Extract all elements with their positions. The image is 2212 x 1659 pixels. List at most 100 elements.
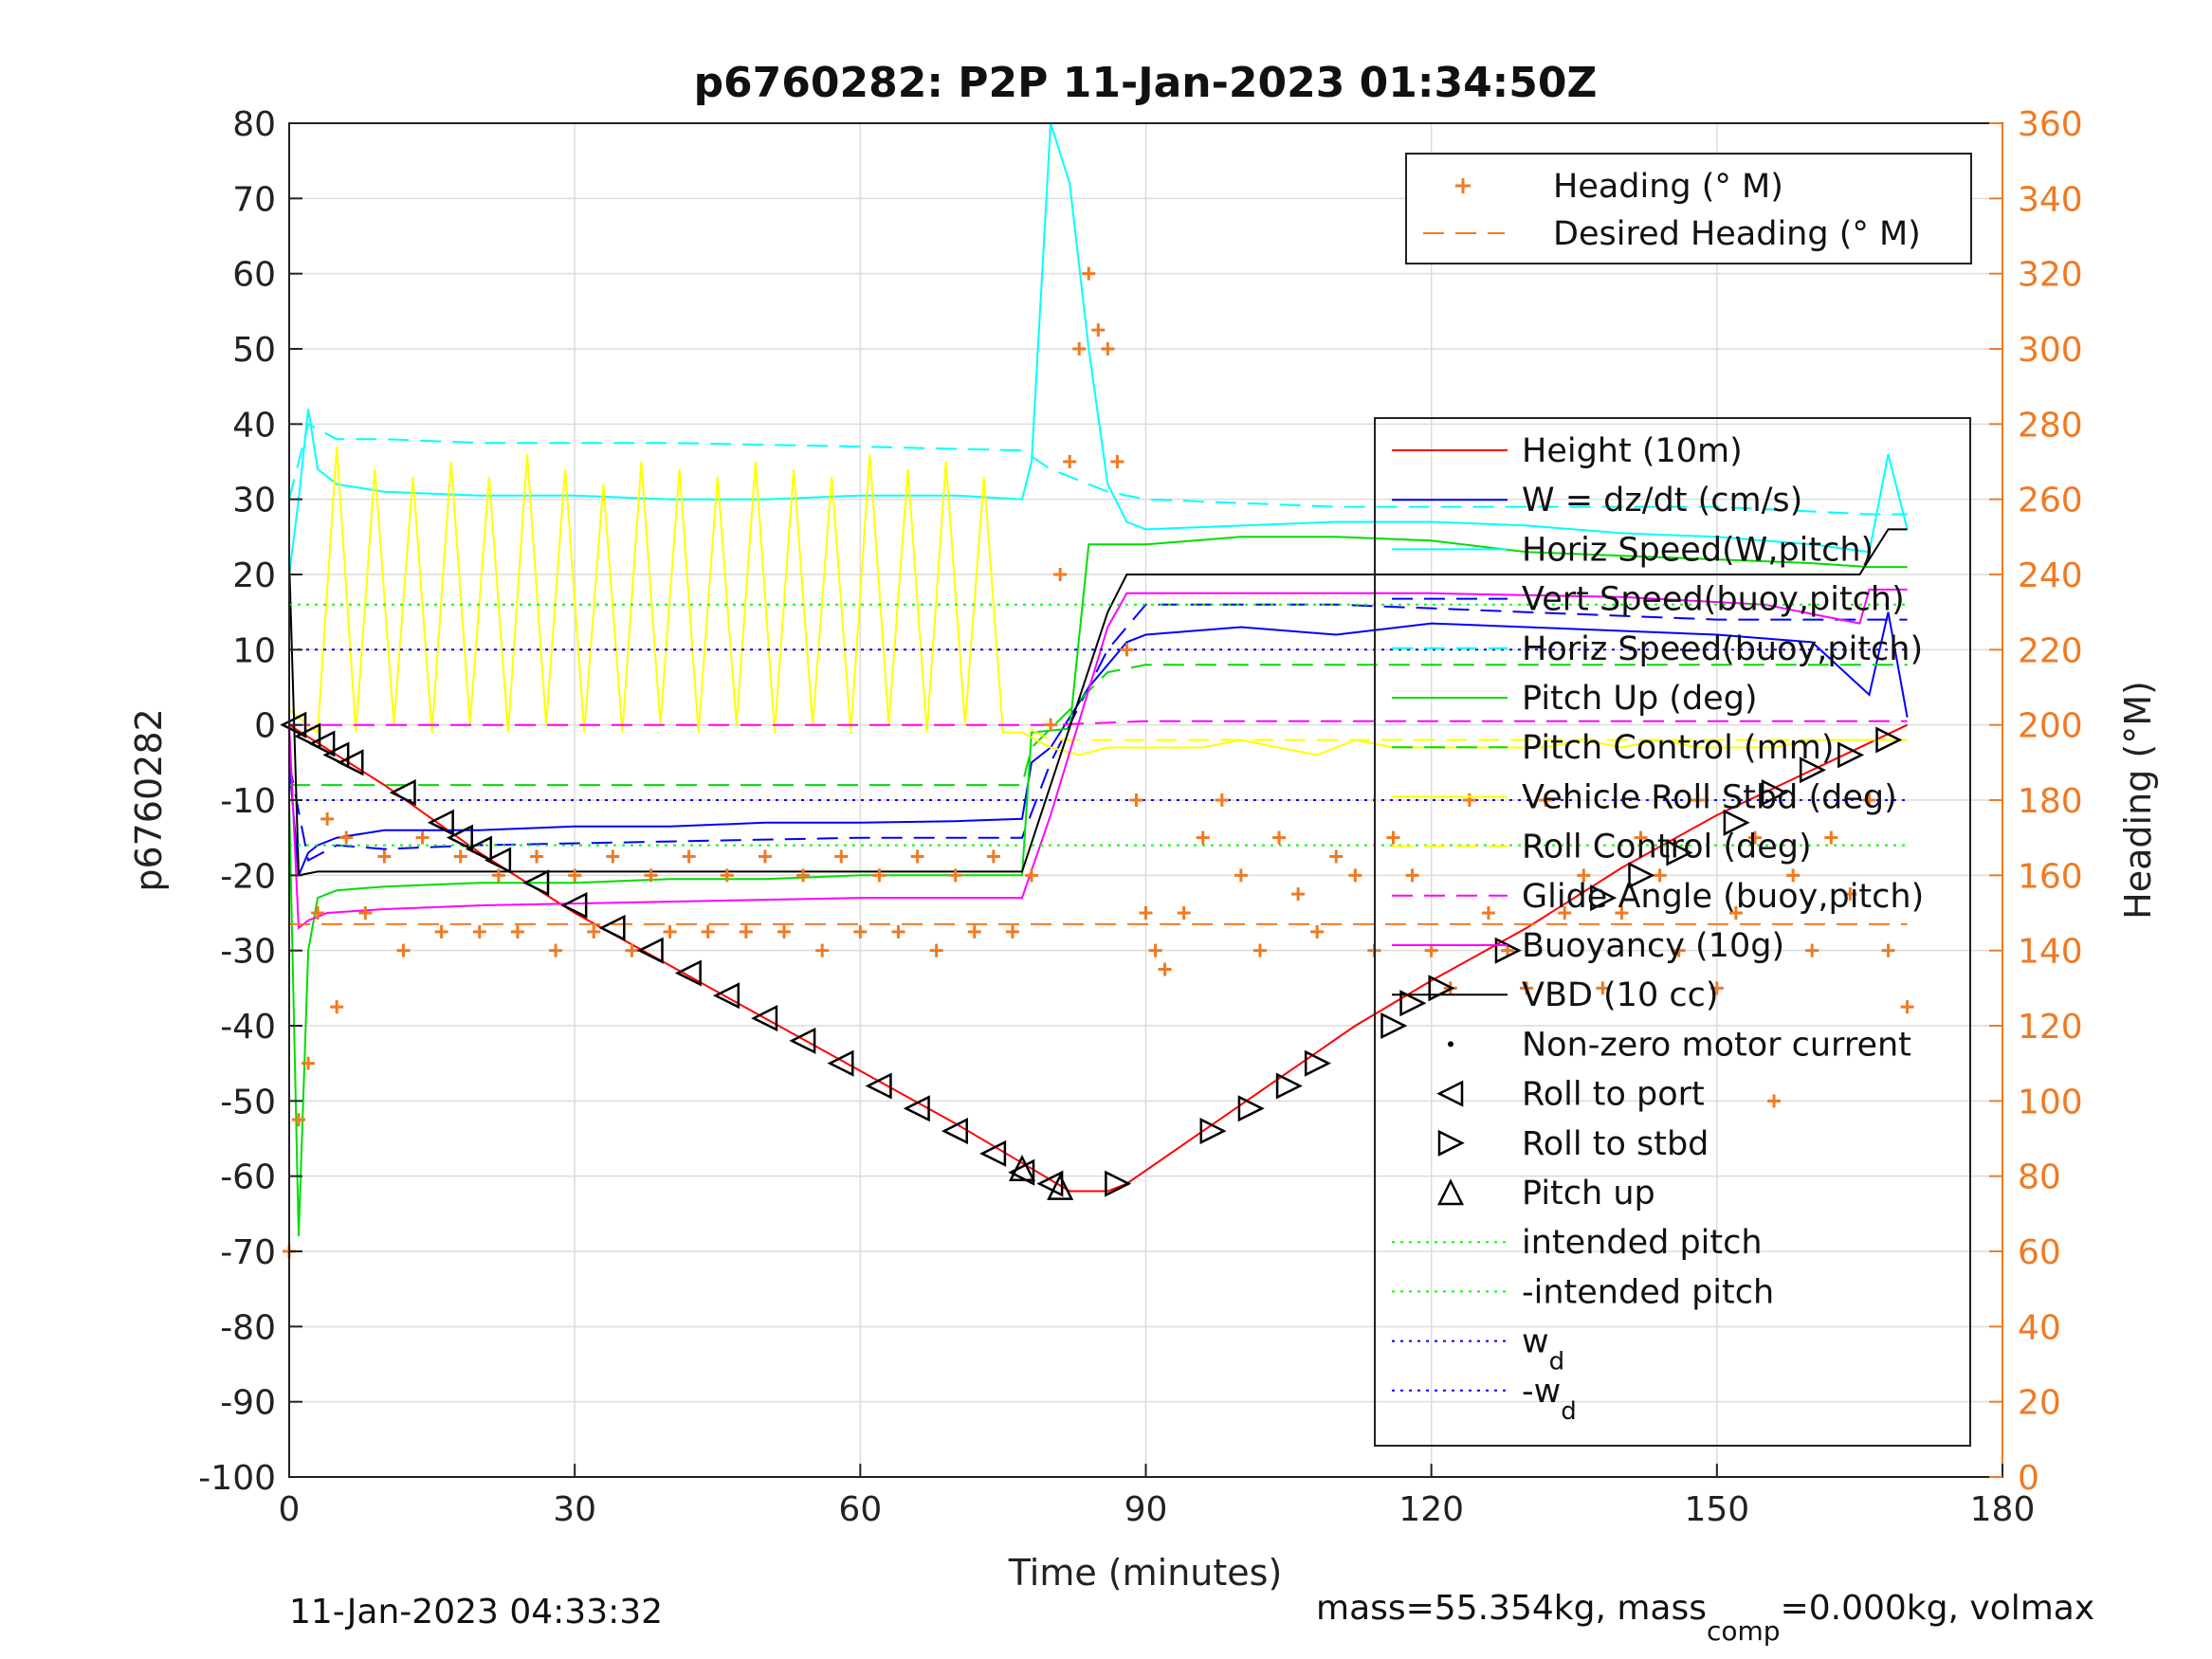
heading-point xyxy=(948,868,962,883)
heading-point xyxy=(1747,830,1762,845)
roll-port-marker xyxy=(446,824,473,851)
legend-main: Height (10m) W = dz/dt (cm/s) Horiz Speed(… xyxy=(1374,417,1971,1447)
footer-timestamp: 11-Jan-2023 04:33:32 xyxy=(289,1593,663,1632)
heading-point xyxy=(549,943,563,957)
heading-point xyxy=(739,924,753,939)
heading-point xyxy=(625,943,639,957)
roll-port-marker xyxy=(903,1095,930,1122)
roll-port-marker xyxy=(427,809,454,836)
x-tick-label: 180 xyxy=(1970,1490,2036,1529)
heading-point xyxy=(453,849,467,864)
roll-port-marker xyxy=(1008,1158,1035,1186)
roll-port-marker xyxy=(827,1049,854,1077)
roll-port-marker xyxy=(941,1118,968,1145)
axes: 0 30 60 90 120 150 18080706050403020100-10-20-… xyxy=(198,105,2082,1529)
heading-point xyxy=(1005,924,1019,939)
y-tick-label-right: 240 xyxy=(2018,556,2083,595)
chart-title: p6760282: P2P 11-Jan-2023 01:34:50Z xyxy=(694,59,1598,107)
heading-point xyxy=(1291,887,1306,902)
heading-point xyxy=(1405,868,1419,883)
roll-stbd-marker xyxy=(1237,1095,1265,1122)
heading-point xyxy=(1558,906,1572,920)
heading-point xyxy=(986,849,1000,864)
roll-stbd-marker xyxy=(1199,1118,1227,1145)
heading-point xyxy=(910,849,924,864)
heading-point xyxy=(758,849,772,864)
legend-label: -wd xyxy=(1522,1373,1577,1426)
legend-heading-label: Heading (° M) xyxy=(1553,168,1783,206)
heading-point xyxy=(339,830,354,845)
series-horiz-speed-buoy-pitch xyxy=(288,422,1908,516)
heading-point xyxy=(682,849,696,864)
legend-main-box xyxy=(1374,417,1971,1447)
heading-point xyxy=(1596,981,1610,995)
series-vbd-10-cc xyxy=(288,528,1908,877)
heading-point xyxy=(834,849,849,864)
heading-point xyxy=(1862,793,1876,807)
y-tick-label: 80 xyxy=(232,105,276,144)
y-tick-label-right: 300 xyxy=(2018,331,2083,370)
legend-label: wd xyxy=(1522,1323,1564,1376)
roll-port-marker xyxy=(560,892,588,920)
legend-label: Horiz Speed(buoy,pitch) xyxy=(1522,630,1923,668)
heading-point xyxy=(1101,342,1115,356)
heading-point xyxy=(644,868,658,883)
legend-label: Roll Control (deg) xyxy=(1522,829,1812,866)
y-tick-label: -10 xyxy=(220,782,276,821)
y-tick-label-right: 20 xyxy=(2018,1384,2061,1423)
legend-label-sub: d xyxy=(1549,1348,1565,1376)
heading-point xyxy=(415,830,430,845)
x-tick-label: 0 xyxy=(279,1490,301,1529)
heading-point xyxy=(1072,342,1087,356)
roll-stbd-marker xyxy=(1105,1170,1132,1197)
y-tick-label-right: 360 xyxy=(2018,105,2083,144)
y-tick-label-right: 320 xyxy=(2018,256,2083,295)
heading-point xyxy=(701,924,715,939)
heading-point xyxy=(663,924,677,939)
heading-point xyxy=(320,811,335,826)
y-tick-label-right: 340 xyxy=(2018,180,2083,219)
heading-point xyxy=(1520,981,1534,995)
heading-point xyxy=(1091,323,1106,337)
heading-point xyxy=(1843,887,1857,902)
heading-point xyxy=(1881,943,1895,957)
legend-label: VBD (10 cc) xyxy=(1522,976,1719,1014)
roll-stbd-marker xyxy=(1799,757,1827,784)
heading-point xyxy=(872,868,887,883)
footer-mass-suffix: =0.000kg, volmax xyxy=(1781,1589,2095,1628)
legend-label: Vehicle Roll Stbd (deg) xyxy=(1522,778,1897,816)
heading-point xyxy=(1462,793,1476,807)
x-tick-label: 60 xyxy=(838,1490,882,1529)
heading-point xyxy=(1044,718,1058,732)
roll-port-marker xyxy=(465,835,493,863)
legend-label: Vert Speed(buoy,pitch) xyxy=(1522,581,1905,619)
heading-point xyxy=(1329,849,1344,864)
roll-port-marker xyxy=(712,982,740,1010)
x-tick-label: 90 xyxy=(1124,1490,1168,1529)
heading-point xyxy=(358,906,373,920)
roll-stbd-marker xyxy=(1837,741,1865,769)
y-axis-label: p6760282 xyxy=(128,708,170,891)
y-tick-label-right: 260 xyxy=(2018,482,2083,520)
heading-point xyxy=(1539,793,1553,807)
heading-point xyxy=(777,924,792,939)
y-tick-label: 0 xyxy=(254,707,276,746)
roll-stbd-marker xyxy=(1875,726,1903,754)
x-tick-label: 120 xyxy=(1398,1490,1464,1529)
legend-label: Pitch Up (deg) xyxy=(1522,680,1758,718)
heading-point xyxy=(1139,906,1153,920)
marker-group xyxy=(280,711,1903,1200)
heading-point xyxy=(1110,455,1124,468)
heading-point xyxy=(1215,793,1229,807)
y-tick-label-right: 220 xyxy=(2018,631,2083,670)
heading-point xyxy=(1709,981,1724,995)
y-tick-label-right: 140 xyxy=(2018,933,2083,972)
heading-point xyxy=(1252,943,1267,957)
roll-port-marker xyxy=(337,749,364,776)
legend-label: Horiz Speed(W,pitch) xyxy=(1522,531,1874,569)
legend-label: Buoyancy (10g) xyxy=(1522,927,1784,965)
y-tick-label: 40 xyxy=(232,406,276,445)
heading-point xyxy=(311,906,325,920)
